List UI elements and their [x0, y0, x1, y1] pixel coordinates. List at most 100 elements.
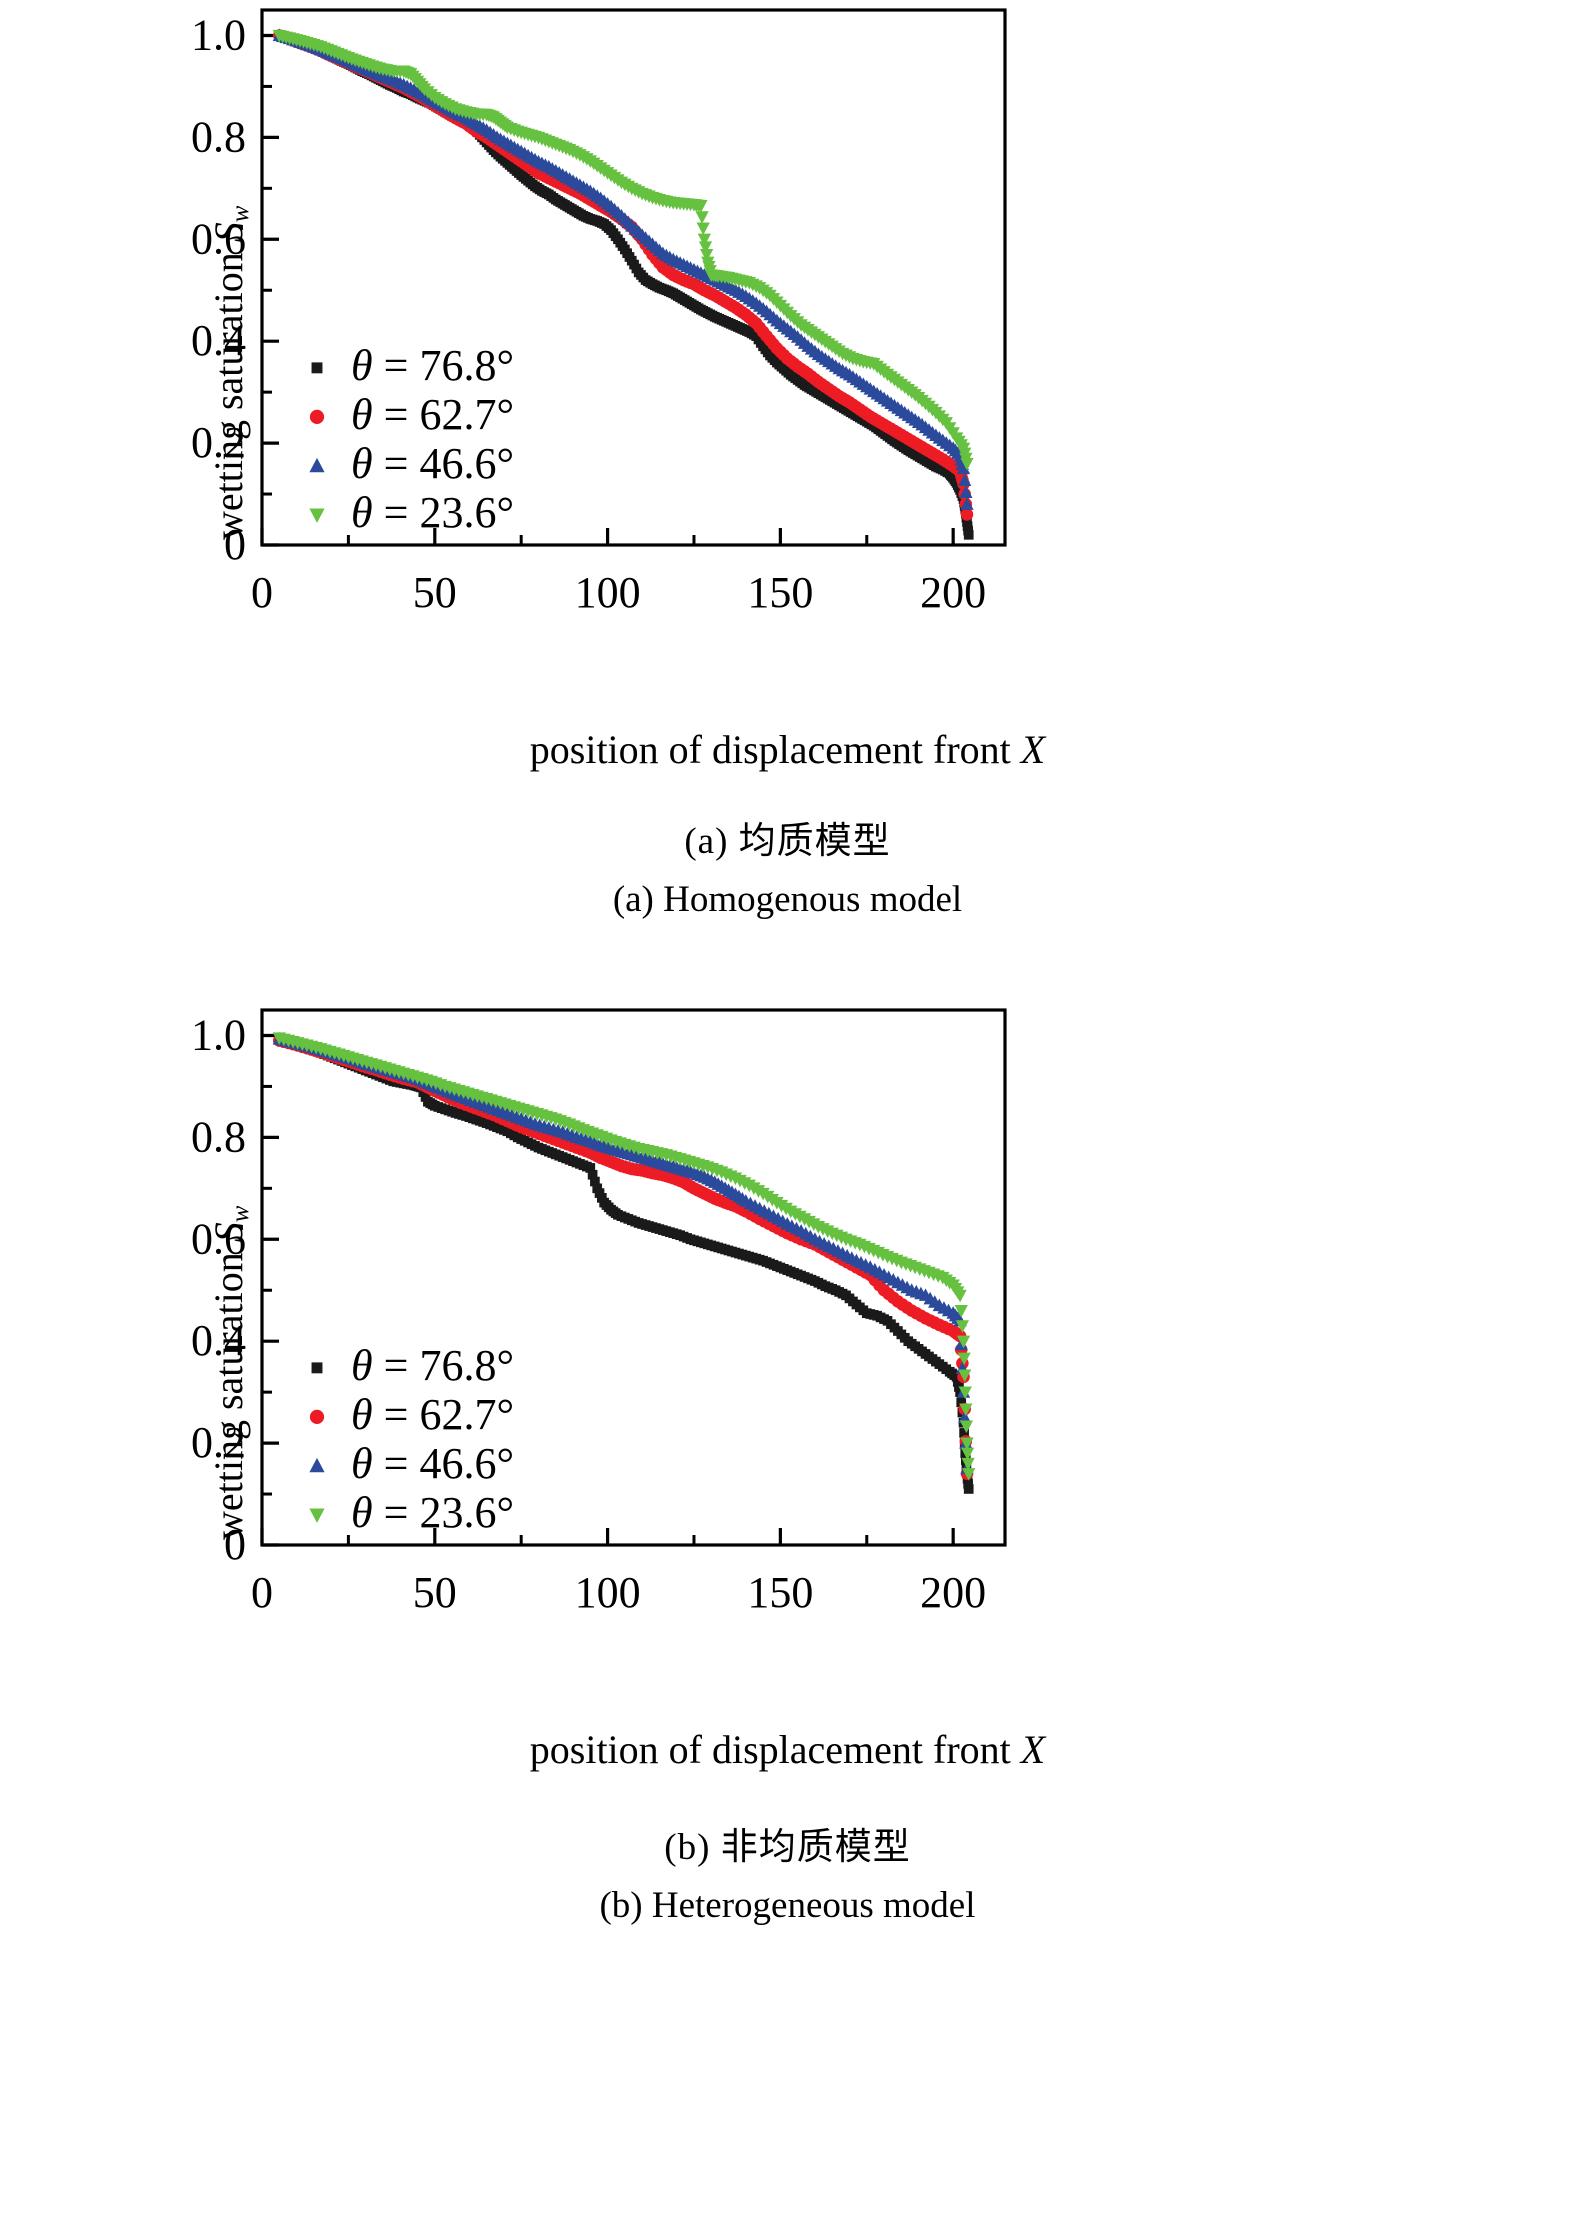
panel-a: wetting saturation Sw 0 0.2 0.4 0.6 0.8 1.0 0 5…	[0, 0, 1575, 1000]
legend-label: θ = 76.8°	[351, 341, 514, 390]
chart-a-ylabel-symbol: S	[206, 222, 251, 243]
x-tick-label: 100	[575, 568, 641, 617]
chart-a-plot-area: wetting saturation Sw 0 0.2 0.4 0.6 0.8 1.0 0 5…	[0, 0, 1575, 730]
legend-marker-triangle-down	[309, 508, 325, 523]
x-tick-label: 200	[920, 1568, 986, 1617]
y-tick-label: 0.8	[191, 1112, 246, 1161]
data-point-triangle-down	[958, 1386, 972, 1400]
x-tick-label: 0	[251, 1568, 273, 1617]
data-point-triangle-down	[699, 248, 714, 262]
legend-marker-triangle-down	[309, 1508, 325, 1523]
legend-marker-square	[311, 362, 323, 374]
data-point-square	[951, 1372, 962, 1382]
data-point-triangle-down	[959, 1420, 974, 1434]
x-tick-label: 50	[413, 568, 457, 617]
panel-b: wetting saturation Sw 0 0.2 0.4 0.6 0.8 1.0 0 5…	[0, 1000, 1575, 2000]
data-point-square	[963, 529, 974, 540]
data-point-triangle-down	[956, 1335, 971, 1349]
data-point-triangle-down	[697, 233, 711, 247]
y-tick-label: 0.2	[191, 418, 246, 467]
data-point-triangle-up	[956, 461, 971, 475]
chart-b-xlabel-text: position of displacement front	[529, 1727, 1021, 1772]
chart-legend: θ = 76.8°θ = 62.7°θ = 46.6°θ = 23.6°	[309, 1341, 514, 1537]
x-tick-label: 200	[920, 568, 986, 617]
data-point-triangle-down	[960, 1447, 975, 1461]
legend-label: θ = 46.6°	[351, 1439, 514, 1488]
y-tick-label: 0.6	[191, 214, 246, 263]
data-point-triangle-up	[959, 485, 973, 498]
legend-marker-triangle-up	[309, 1457, 325, 1473]
legend-label: θ = 76.8°	[351, 1341, 514, 1390]
data-point-square	[585, 1163, 596, 1173]
chart-a-ylabel-subscript: w	[227, 205, 255, 223]
legend-label: θ = 62.7°	[351, 1390, 514, 1439]
x-tick-label: 150	[747, 1568, 813, 1617]
x-tick-label: 100	[575, 1568, 641, 1617]
series-triangle-up	[272, 1032, 974, 1475]
data-point-triangle-up	[958, 1410, 972, 1424]
chart-a-ylabel-text: wetting saturation	[206, 242, 251, 540]
data-point-circle	[960, 508, 974, 521]
y-tick-label: 0.4	[191, 316, 246, 365]
chart-b-ylabel-symbol: S	[206, 1222, 251, 1243]
legend-label: θ = 46.6°	[351, 439, 514, 488]
data-point-square	[963, 1484, 974, 1494]
chart-b-plot-area: wetting saturation Sw 0 0.2 0.4 0.6 0.8 1.0 0 5…	[0, 1000, 1575, 1730]
data-point-square	[952, 1377, 963, 1387]
data-point-square	[587, 1169, 598, 1180]
plot-frame	[260, 8, 1007, 547]
chart-legend: θ = 76.8°θ = 62.7°θ = 46.6°θ = 23.6°	[309, 341, 514, 537]
data-point-triangle-down	[961, 1457, 975, 1471]
legend-label: θ = 62.7°	[351, 390, 514, 439]
legend-marker-square	[311, 1362, 323, 1374]
series-triangle-down	[272, 1032, 976, 1481]
legend-marker-triangle-up	[309, 457, 325, 473]
y-tick-label: 1.0	[191, 1010, 246, 1059]
data-point-square	[959, 1428, 969, 1438]
data-point-triangle-down	[962, 1468, 976, 1481]
y-tick-label: 0.2	[191, 1418, 246, 1467]
x-tick-label: 150	[747, 568, 813, 617]
data-point-triangle-down	[695, 211, 709, 224]
panel-b-caption-en: (b) Heterogeneous model	[599, 1885, 976, 1927]
data-point-square	[590, 1176, 600, 1187]
data-point-triangle-down	[958, 1369, 972, 1383]
panel-b-caption-cn: (b) 非均质模型	[664, 1827, 911, 1868]
chart-a-ylabel: wetting saturation Sw	[165, 20, 254, 540]
data-point-triangle-down	[957, 1352, 971, 1366]
y-tick-label: 0.4	[191, 1316, 246, 1365]
x-tick-label: 50	[413, 1568, 457, 1617]
x-tick-label: 0	[251, 568, 273, 617]
legend-marker-circle	[309, 409, 325, 424]
data-point-triangle-down	[960, 457, 974, 471]
series-triangle-down	[272, 29, 974, 471]
legend-marker-circle	[309, 1409, 325, 1424]
data-point-triangle-down	[955, 1320, 970, 1333]
chart-b-xlabel: position of displacement front X	[0, 1726, 1575, 1773]
panel-a-caption-cn: (a) 均质模型	[684, 821, 891, 862]
data-point-square	[963, 1479, 973, 1489]
y-tick-label: 0.8	[191, 112, 246, 161]
data-point-square	[956, 1397, 967, 1408]
data-point-triangle-down	[698, 241, 713, 254]
chart-b-ylabel: wetting saturation Sw	[165, 1020, 254, 1540]
panel-a-caption-en: (a) Homogenous model	[612, 879, 963, 921]
y-tick-label: 1.0	[191, 10, 246, 59]
chart-a-xlabel: position of displacement front X	[0, 726, 1575, 773]
data-point-triangle-down	[953, 1289, 967, 1303]
data-point-triangle-down	[959, 1403, 973, 1417]
data-point-triangle-down	[694, 200, 708, 213]
data-point-triangle-down	[960, 1437, 974, 1451]
plot-frame	[260, 1008, 1007, 1547]
data-point-triangle-down	[954, 1305, 968, 1318]
data-point-triangle-down	[696, 222, 710, 236]
data-point-triangle-up	[954, 1337, 968, 1351]
chart-a-xlabel-symbol: X	[1020, 727, 1046, 772]
y-tick-label: 0	[224, 1520, 246, 1569]
legend-label: θ = 23.6°	[351, 1488, 514, 1537]
legend-label: θ = 23.6°	[351, 488, 514, 537]
data-point-triangle-up	[960, 497, 974, 510]
chart-b-ylabel-subscript: w	[227, 1205, 255, 1223]
